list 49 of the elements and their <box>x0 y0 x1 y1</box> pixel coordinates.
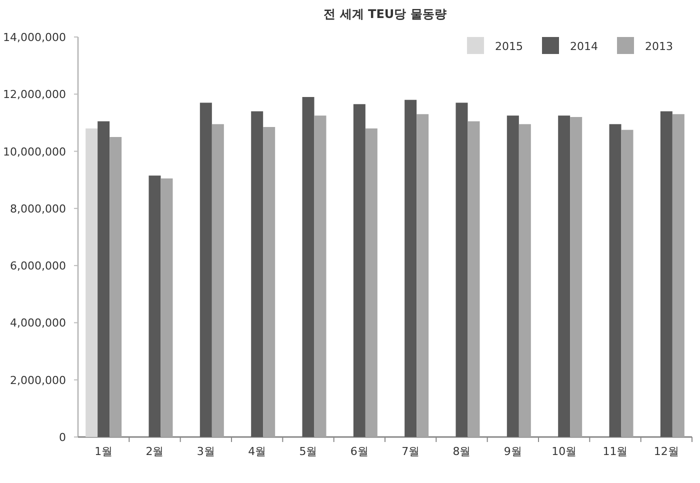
x-tick-label: 6월 <box>350 445 368 458</box>
bar <box>212 124 224 437</box>
bar <box>506 116 519 437</box>
bar <box>621 130 634 437</box>
bar <box>456 102 468 437</box>
x-tick-label: 11월 <box>602 445 628 458</box>
bar <box>200 102 212 437</box>
bar <box>558 116 570 437</box>
chart-title: 전 세계 TEU당 물동량 <box>324 7 446 21</box>
legend-label: 2013 <box>645 40 673 53</box>
bar <box>365 128 378 437</box>
x-tick-label: 4월 <box>248 445 266 458</box>
bar <box>86 128 98 437</box>
y-tick-label: 4,000,000 <box>10 316 66 330</box>
x-tick-label: 12월 <box>654 445 679 458</box>
x-tick-label: 9월 <box>504 445 522 458</box>
bar <box>672 114 684 437</box>
bar <box>468 121 480 437</box>
y-tick-label: 12,000,000 <box>3 88 66 102</box>
y-tick-label: 8,000,000 <box>10 202 66 216</box>
x-tick-label: 8월 <box>452 445 471 458</box>
x-tick-label: 3월 <box>196 445 215 458</box>
bar <box>416 114 429 437</box>
x-tick-label: 7월 <box>402 445 420 458</box>
bar <box>609 124 622 437</box>
bar <box>98 121 110 437</box>
x-tick-label: 2월 <box>146 445 164 458</box>
y-tick-label: 6,000,000 <box>10 260 66 273</box>
bar <box>353 104 366 437</box>
legend-label: 2014 <box>570 40 598 53</box>
legend-label: 2015 <box>495 40 523 53</box>
bar <box>660 111 672 437</box>
x-tick-label: 10월 <box>552 445 577 458</box>
bar <box>404 100 417 437</box>
bar <box>518 124 531 437</box>
x-tick-label: 5월 <box>299 445 318 458</box>
bar <box>110 137 122 437</box>
bar <box>148 176 161 437</box>
bar <box>302 97 314 437</box>
y-tick-label: 10,000,000 <box>3 145 66 158</box>
bar <box>570 117 582 437</box>
bar <box>263 127 276 437</box>
bar <box>314 116 326 437</box>
x-tick-label: 1월 <box>94 445 113 458</box>
y-tick-label: 2,000,000 <box>10 374 66 387</box>
bar <box>251 111 264 437</box>
y-tick-label: 0 <box>59 431 66 444</box>
y-tick-label: 14,000,000 <box>3 31 66 44</box>
bar <box>160 178 173 437</box>
